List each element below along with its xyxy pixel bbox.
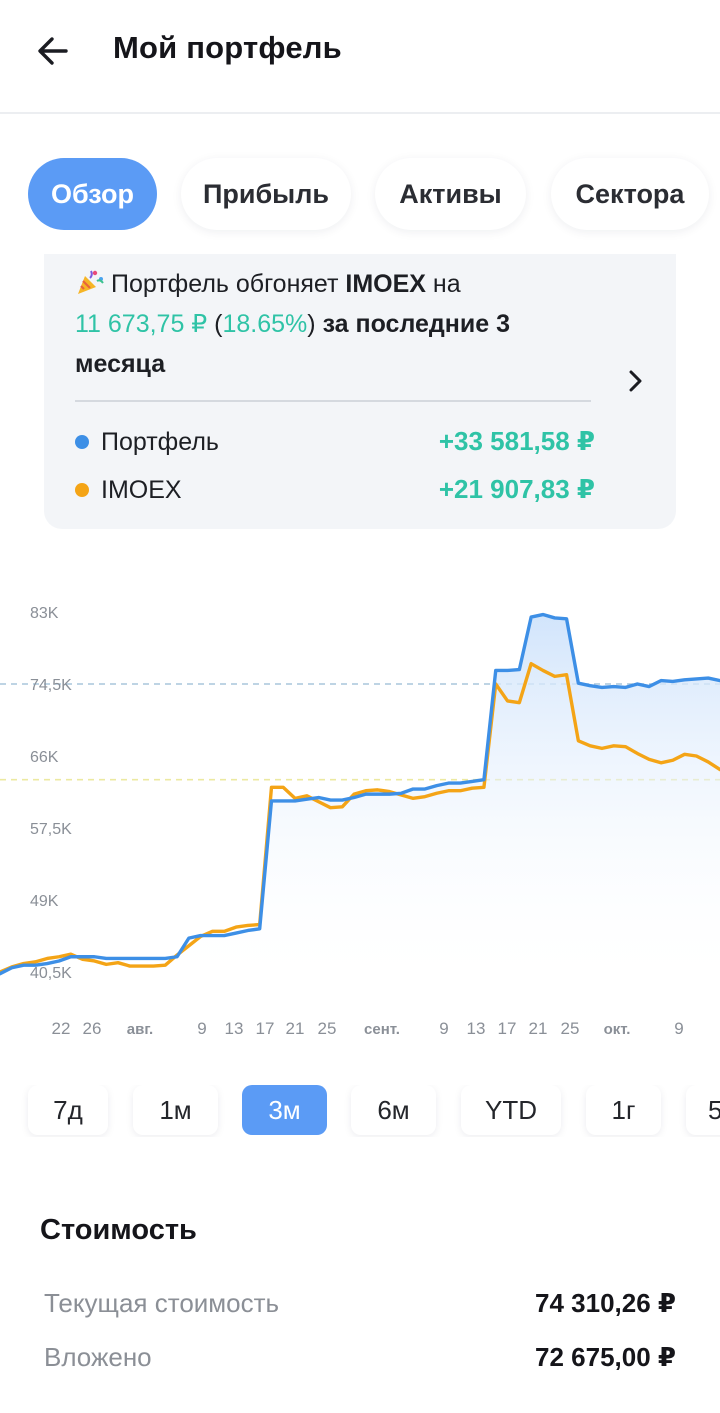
value-section-title: Стоимость — [40, 1214, 197, 1246]
invested-label: Вложено — [44, 1342, 152, 1372]
comparison-period-text: за последние 3 месяца — [75, 310, 511, 378]
back-button[interactable] — [26, 24, 80, 78]
diff-percent: 18.65% — [222, 310, 308, 338]
legend-portfolio-value: +33 581,58 ₽ — [438, 426, 595, 456]
x-tick-label: 9 — [674, 1019, 683, 1038]
y-tick-label: 66K — [30, 749, 59, 766]
period-1m[interactable]: 1м — [133, 1085, 218, 1135]
period-6m[interactable]: 6м — [351, 1085, 436, 1135]
diff-amount: 11 673,75 ₽ — [75, 310, 208, 338]
x-tick-label: 25 — [318, 1019, 337, 1038]
portfolio-series-line — [0, 612, 720, 976]
tab-overview[interactable]: Обзор — [28, 158, 157, 230]
y-tick-label: 57,5K — [30, 821, 72, 838]
x-tick-label: 25 — [561, 1019, 580, 1038]
period-7d[interactable]: 7д — [28, 1085, 108, 1135]
legend-row-imoex: IMOEX +21 907,83 ₽ — [75, 470, 595, 510]
benchmark-name: IMOEX — [345, 270, 426, 298]
portfolio-area — [0, 614, 720, 990]
x-tick-label: 21 — [529, 1019, 548, 1038]
portfolio-dot-icon — [75, 435, 89, 449]
section-tabs: Обзор Прибыль Активы Сектора — [0, 158, 720, 230]
stat-row-invested: Вложено 72 675,00 ₽ — [44, 1338, 676, 1378]
diff-close: ) — [307, 310, 316, 338]
legend-row-portfolio: Портфель +33 581,58 ₽ — [75, 422, 595, 462]
arrow-left-icon — [38, 37, 68, 65]
comparison-text: Портфель обгоняет IMOEX на 11 673,75 ₽ (… — [75, 264, 575, 384]
x-tick-label: 13 — [225, 1019, 244, 1038]
current-value-label: Текущая стоимость — [44, 1288, 280, 1318]
x-tick-label: сент. — [364, 1021, 400, 1038]
x-tick-label: 26 — [83, 1019, 102, 1038]
imoex-series-line — [0, 661, 720, 974]
x-tick-label: 13 — [467, 1019, 486, 1038]
benchmark-comparison-card[interactable]: Портфель обгоняет IMOEX на 11 673,75 ₽ (… — [44, 254, 676, 529]
x-tick-label: 9 — [439, 1019, 448, 1038]
legend-imoex-name: IMOEX — [101, 476, 182, 504]
y-tick-label: 74,5K — [30, 677, 72, 694]
party-popper-icon — [78, 270, 104, 294]
period-selector: 7д 1м 3м 6м YTD 1г 5 — [0, 1085, 720, 1137]
y-tick-label: 40,5K — [30, 965, 72, 982]
x-tick-label: авг. — [127, 1021, 153, 1038]
tab-assets[interactable]: Активы — [375, 158, 526, 230]
tab-profit[interactable]: Прибыль — [181, 158, 351, 230]
legend-imoex-value: +21 907,83 ₽ — [438, 474, 595, 504]
chart-svg: 83K 74,5K 66K 57,5K 49K 40,5K 22 26 авг. 9 13 17 21… — [0, 605, 720, 1038]
invested-amount: 72 675,00 ₽ — [535, 1342, 676, 1372]
tab-sectors[interactable]: Сектора — [551, 158, 709, 230]
stat-row-current-value: Текущая стоимость 74 310,26 ₽ — [44, 1284, 676, 1324]
period-1y[interactable]: 1г — [586, 1085, 661, 1135]
imoex-dot-icon — [75, 483, 89, 497]
portfolio-chart[interactable]: 83K 74,5K 66K 57,5K 49K 40,5K 22 26 авг. 9 13 17 21… — [0, 590, 720, 1050]
legend-portfolio-name: Портфель — [101, 428, 219, 456]
x-tick-label: 9 — [197, 1019, 206, 1038]
comparison-text-on: на — [425, 270, 461, 298]
period-5y[interactable]: 5 — [686, 1085, 720, 1135]
page-title: Мой портфель — [113, 30, 342, 65]
y-tick-label: 49K — [30, 893, 59, 910]
y-tick-label: 83K — [30, 605, 59, 622]
x-tick-label: 17 — [498, 1019, 517, 1038]
chevron-right-icon[interactable] — [622, 366, 648, 396]
period-ytd[interactable]: YTD — [461, 1085, 561, 1135]
period-3m[interactable]: 3м — [242, 1085, 327, 1135]
diff-open: ( — [207, 310, 223, 338]
x-tick-label: 21 — [286, 1019, 305, 1038]
card-divider — [75, 400, 591, 402]
x-tick-label: 17 — [256, 1019, 275, 1038]
comparison-text-before: Портфель обгоняет — [111, 270, 346, 298]
x-tick-label: 22 — [52, 1019, 71, 1038]
current-value-amount: 74 310,26 ₽ — [535, 1288, 676, 1318]
x-tick-label: окт. — [604, 1021, 631, 1038]
app-header: Мой портфель — [0, 0, 720, 114]
